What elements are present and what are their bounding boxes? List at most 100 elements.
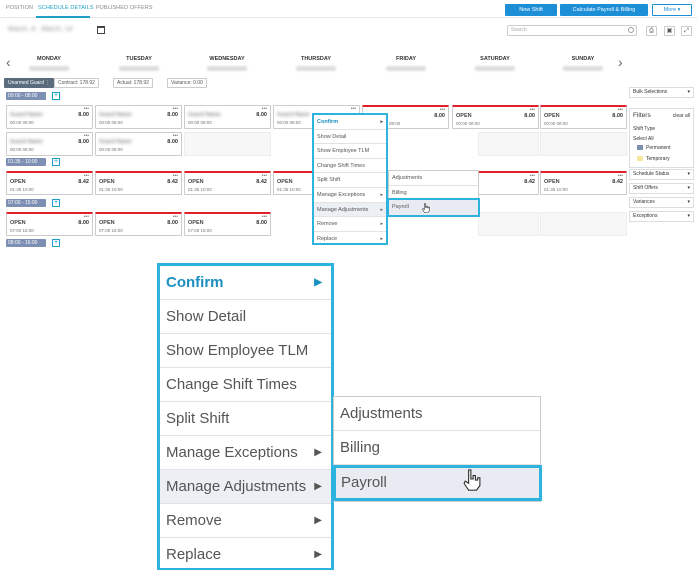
add-shift-icon[interactable]: + [52,199,60,207]
menu-item-replace[interactable]: Replace ▶ [160,538,331,570]
menu-item-show-employee-tlm[interactable]: Show Employee TLM [314,144,386,159]
shift-card[interactable]: Guard Name ••• 8.00 00:00 08:00 [95,105,182,129]
calendar-icon[interactable] [97,26,105,34]
print-icon[interactable]: ⎙ [646,26,657,36]
chevron-right-icon: ▸ [380,206,383,213]
next-week-arrow-icon[interactable]: › [618,54,623,70]
card-menu-icon[interactable]: ••• [350,106,356,112]
add-shift-icon[interactable]: + [52,158,60,166]
add-shift-icon[interactable]: + [52,239,60,247]
open-shift-card[interactable]: OPEN ••• 8.42 01:35 10:00 [95,171,182,195]
calculate-payroll-billing-button[interactable]: Calculate Payroll & Billing [560,4,648,16]
submenu-item-adjustments[interactable]: Adjustments [334,397,540,431]
open-shift-card[interactable]: OPEN 01:35 10:00 [273,171,313,195]
card-menu-icon[interactable]: ••• [261,106,267,112]
card-menu-icon[interactable]: ••• [83,173,89,179]
permanent-filter[interactable]: Permanent [646,145,671,151]
lock-icon[interactable]: ▣ [664,26,675,36]
menu-item-confirm[interactable]: Confirm ▶ [160,266,331,300]
menu-item-split-shift[interactable]: Split Shift [160,402,331,436]
bulk-selections-dropdown[interactable]: Bulk Selections ▾ [629,87,694,98]
tab-schedule-details[interactable]: SCHEDULE DETAILS [38,5,94,11]
menu-item-show-employee-tlm[interactable]: Show Employee TLM [160,334,331,368]
menu-item-split-shift[interactable]: Split Shift [314,173,386,188]
more-button[interactable]: More ▾ [652,4,692,16]
submenu-item-payroll[interactable]: Payroll [333,465,542,501]
contract-hours: Contract: 178.92 [54,78,99,88]
shift-card[interactable]: Guard Name ••• 8.00 00:00 08:00 [95,132,182,156]
day-date-monday [29,66,69,71]
shift-card[interactable]: Guard Name ••• 8.00 00:00 08:00 [6,132,93,156]
tab-position[interactable]: POSITION [6,5,34,11]
card-menu-icon[interactable]: ••• [529,173,535,179]
card-menu-icon[interactable]: ••• [617,173,623,179]
card-menu-icon[interactable]: ••• [529,107,535,113]
menu-item-manage-exceptions[interactable]: Manage Exceptions ▸ [314,188,386,203]
search-icon[interactable] [628,27,634,33]
shift-status: OPEN [99,220,115,226]
card-menu-icon[interactable]: ••• [83,133,89,139]
select-all-checkbox[interactable]: Select All [633,136,654,142]
submenu-item-billing[interactable]: Billing [334,431,540,465]
shift-time: 07:00 15:00 [10,228,34,233]
search-input[interactable]: Search [507,25,637,36]
open-shift-card[interactable]: ••• 8.42 [478,171,539,195]
open-shift-card[interactable]: OPEN ••• 8.42 01:35 10:00 [184,171,271,195]
empty-cell[interactable] [478,132,539,156]
open-shift-card[interactable]: OPEN ••• 8.00 00:00 08:00 [452,105,539,129]
shift-card[interactable]: Guard Name ••• 8.00 00:00 08:00 [184,105,271,129]
submenu-item-adjustments[interactable]: Adjustments [389,171,478,186]
position-badge[interactable]: Unarmed Guard ⋮ [4,78,55,88]
menu-item-remove[interactable]: Remove ▶ [160,504,331,538]
card-menu-icon[interactable]: ••• [83,214,89,220]
tab-published-offers[interactable]: PUBLISHED OFFERS [96,5,153,11]
card-menu-icon[interactable]: ••• [439,107,445,113]
exceptions-filter[interactable]: Exceptions ▾ [629,211,694,222]
expand-icon[interactable]: ⤢ [681,26,692,36]
new-shift-button[interactable]: New Shift [505,4,557,16]
menu-item-show-detail[interactable]: Show Detail [314,130,386,145]
shift-hours: 8.42 [167,179,178,185]
prev-week-arrow-icon[interactable]: ‹ [6,54,11,70]
date-range[interactable]: March, 8 - March, 14 [8,26,73,33]
card-menu-icon[interactable]: ••• [261,214,267,220]
shift-offers-filter[interactable]: Shift Offers ▾ [629,183,694,194]
menu-item-confirm[interactable]: Confirm ▸ [314,115,386,130]
menu-item-label: Manage Adjustments [317,206,369,213]
card-menu-icon[interactable]: ••• [617,107,623,113]
menu-item-manage-adjustments[interactable]: Manage Adjustments ▸ [314,202,386,218]
empty-cell[interactable] [540,132,627,156]
shift-card[interactable]: Guard Name ••• 8.00 00:00 08:00 [6,105,93,129]
variances-filter[interactable]: Variances ▾ [629,197,694,208]
open-shift-card[interactable]: OPEN ••• 8.00 07:00 15:00 [6,212,93,236]
add-shift-icon[interactable]: + [52,92,60,100]
clear-all-link[interactable]: clear all [672,113,690,119]
open-shift-card[interactable]: OPEN ••• 8.42 01:35 10:00 [6,171,93,195]
menu-item-change-shift-times[interactable]: Change Shift Times [160,368,331,402]
menu-item-manage-adjustments[interactable]: Manage Adjustments ▶ [160,470,331,504]
shift-time: 01:35 10:00 [277,187,301,192]
filters-title: Filters [633,112,651,119]
card-menu-icon[interactable]: ••• [261,173,267,179]
menu-item-show-detail[interactable]: Show Detail [160,300,331,334]
open-shift-card[interactable]: OPEN ••• 8.00 07:00 15:00 [95,212,182,236]
open-shift-card[interactable]: OPEN ••• 8.00 07:00 15:00 [184,212,271,236]
card-menu-icon[interactable]: ••• [172,173,178,179]
card-menu-icon[interactable]: ••• [172,214,178,220]
open-shift-card[interactable]: OPEN ••• 8.00 00:00 08:00 [540,105,627,129]
card-menu-icon[interactable]: ••• [83,106,89,112]
empty-cell[interactable] [540,212,627,236]
empty-cell[interactable] [184,132,271,156]
menu-item-manage-exceptions[interactable]: Manage Exceptions ▶ [160,436,331,470]
temporary-filter[interactable]: Temporary [646,156,670,162]
menu-item-remove[interactable]: Remove ▸ [314,217,386,232]
card-menu-icon[interactable]: ••• [172,106,178,112]
empty-cell[interactable] [478,212,539,236]
submenu-item-billing[interactable]: Billing [389,186,478,200]
submenu-item-payroll[interactable]: Payroll [387,198,480,217]
open-shift-card[interactable]: OPEN ••• 8.42 01:35 10:00 [540,171,627,195]
schedule-status-filter[interactable]: Schedule Status ▾ [629,169,694,180]
menu-item-replace[interactable]: Replace ▸ [314,232,386,247]
menu-item-change-shift-times[interactable]: Change Shift Times [314,159,386,174]
card-menu-icon[interactable]: ••• [172,133,178,139]
